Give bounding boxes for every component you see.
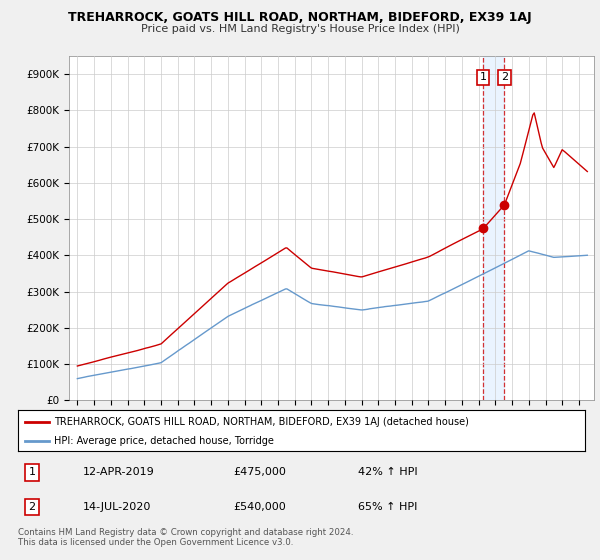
Text: TREHARROCK, GOATS HILL ROAD, NORTHAM, BIDEFORD, EX39 1AJ: TREHARROCK, GOATS HILL ROAD, NORTHAM, BI…	[68, 11, 532, 24]
Bar	[483, 56, 505, 400]
Text: £475,000: £475,000	[233, 468, 286, 477]
Text: 2: 2	[29, 502, 36, 512]
Text: 1: 1	[29, 468, 35, 477]
Text: HPI: Average price, detached house, Torridge: HPI: Average price, detached house, Torr…	[54, 436, 274, 446]
Text: 65% ↑ HPI: 65% ↑ HPI	[358, 502, 418, 512]
Text: Price paid vs. HM Land Registry's House Price Index (HPI): Price paid vs. HM Land Registry's House …	[140, 24, 460, 34]
Text: 1: 1	[479, 72, 487, 82]
Text: 42% ↑ HPI: 42% ↑ HPI	[358, 468, 418, 477]
Text: 12-APR-2019: 12-APR-2019	[83, 468, 155, 477]
Text: £540,000: £540,000	[233, 502, 286, 512]
Text: 14-JUL-2020: 14-JUL-2020	[83, 502, 152, 512]
Text: TREHARROCK, GOATS HILL ROAD, NORTHAM, BIDEFORD, EX39 1AJ (detached house): TREHARROCK, GOATS HILL ROAD, NORTHAM, BI…	[54, 417, 469, 427]
Text: 2: 2	[501, 72, 508, 82]
Text: Contains HM Land Registry data © Crown copyright and database right 2024.
This d: Contains HM Land Registry data © Crown c…	[18, 528, 353, 547]
